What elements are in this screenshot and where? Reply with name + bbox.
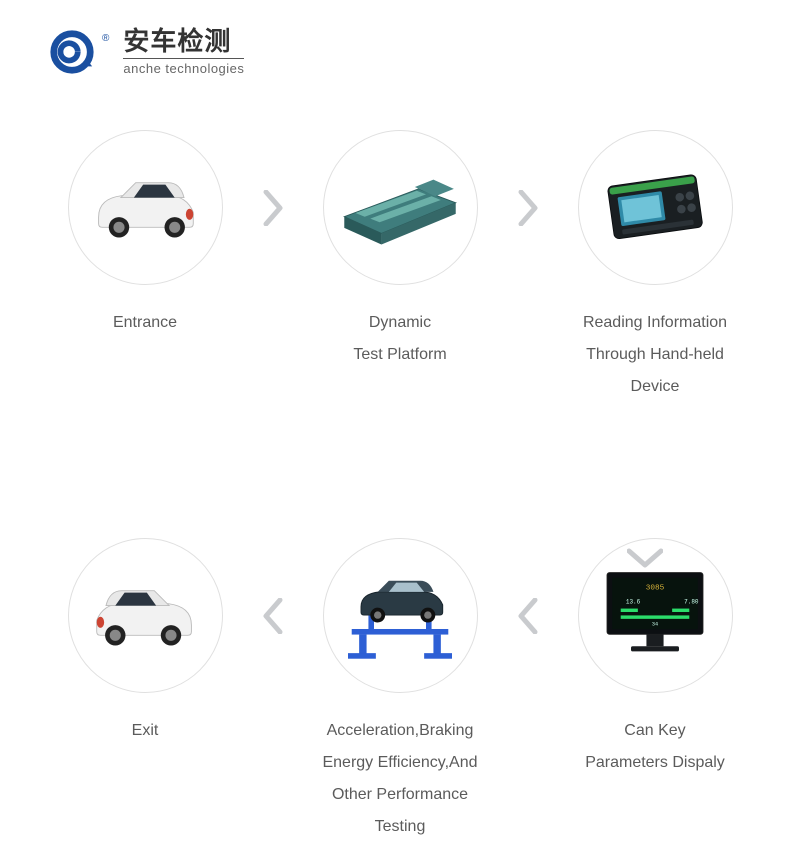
- flow-row-1: Entrance Dynamic Test Pl: [60, 130, 740, 403]
- handheld-device-icon: [595, 165, 715, 251]
- step-exit: Exit: [60, 538, 230, 747]
- brand-name-en: anche technologies: [123, 58, 244, 76]
- step-circle: [68, 538, 223, 693]
- step-reading-device: Reading Information Through Hand-held De…: [570, 130, 740, 403]
- logo-mark-icon: [48, 28, 96, 76]
- step-entrance: Entrance: [60, 130, 230, 339]
- step-circle: [323, 130, 478, 285]
- svg-text:13.6: 13.6: [626, 599, 641, 606]
- arrow-left-icon: [508, 538, 548, 693]
- step-label: Acceleration,Braking Energy Efficiency,A…: [315, 715, 485, 843]
- brand-logo: ® 安车检测 anche technologies: [48, 28, 244, 76]
- car-lift-icon: [335, 564, 465, 666]
- step-label: Exit: [132, 715, 159, 747]
- step-label: Reading Information Through Hand-held De…: [583, 307, 727, 403]
- car-right-icon: [80, 166, 210, 250]
- arrow-right-icon: [253, 130, 293, 285]
- arrow-down-icon: [625, 530, 665, 585]
- brand-name-cn: 安车检测: [123, 28, 244, 54]
- arrow-left-icon: [253, 538, 293, 693]
- registered-mark: ®: [102, 33, 109, 44]
- step-circle: [323, 538, 478, 693]
- svg-text:34: 34: [652, 622, 658, 628]
- step-label: Entrance: [113, 307, 177, 339]
- car-left-icon: [80, 574, 210, 658]
- logo-text: 安车检测 anche technologies: [123, 28, 244, 76]
- svg-text:3085: 3085: [646, 585, 665, 593]
- step-circle: [578, 130, 733, 285]
- arrow-right-icon: [508, 130, 548, 285]
- test-platform-icon: [335, 161, 465, 254]
- step-dynamic-platform: Dynamic Test Platform: [315, 130, 485, 371]
- step-label: Can Key Parameters Dispaly: [585, 715, 725, 779]
- process-flow: Entrance Dynamic Test Pl: [0, 130, 800, 843]
- step-performance-testing: Acceleration,Braking Energy Efficiency,A…: [315, 538, 485, 843]
- step-label: Dynamic Test Platform: [353, 307, 446, 371]
- svg-text:7.80: 7.80: [684, 599, 699, 606]
- step-circle: [68, 130, 223, 285]
